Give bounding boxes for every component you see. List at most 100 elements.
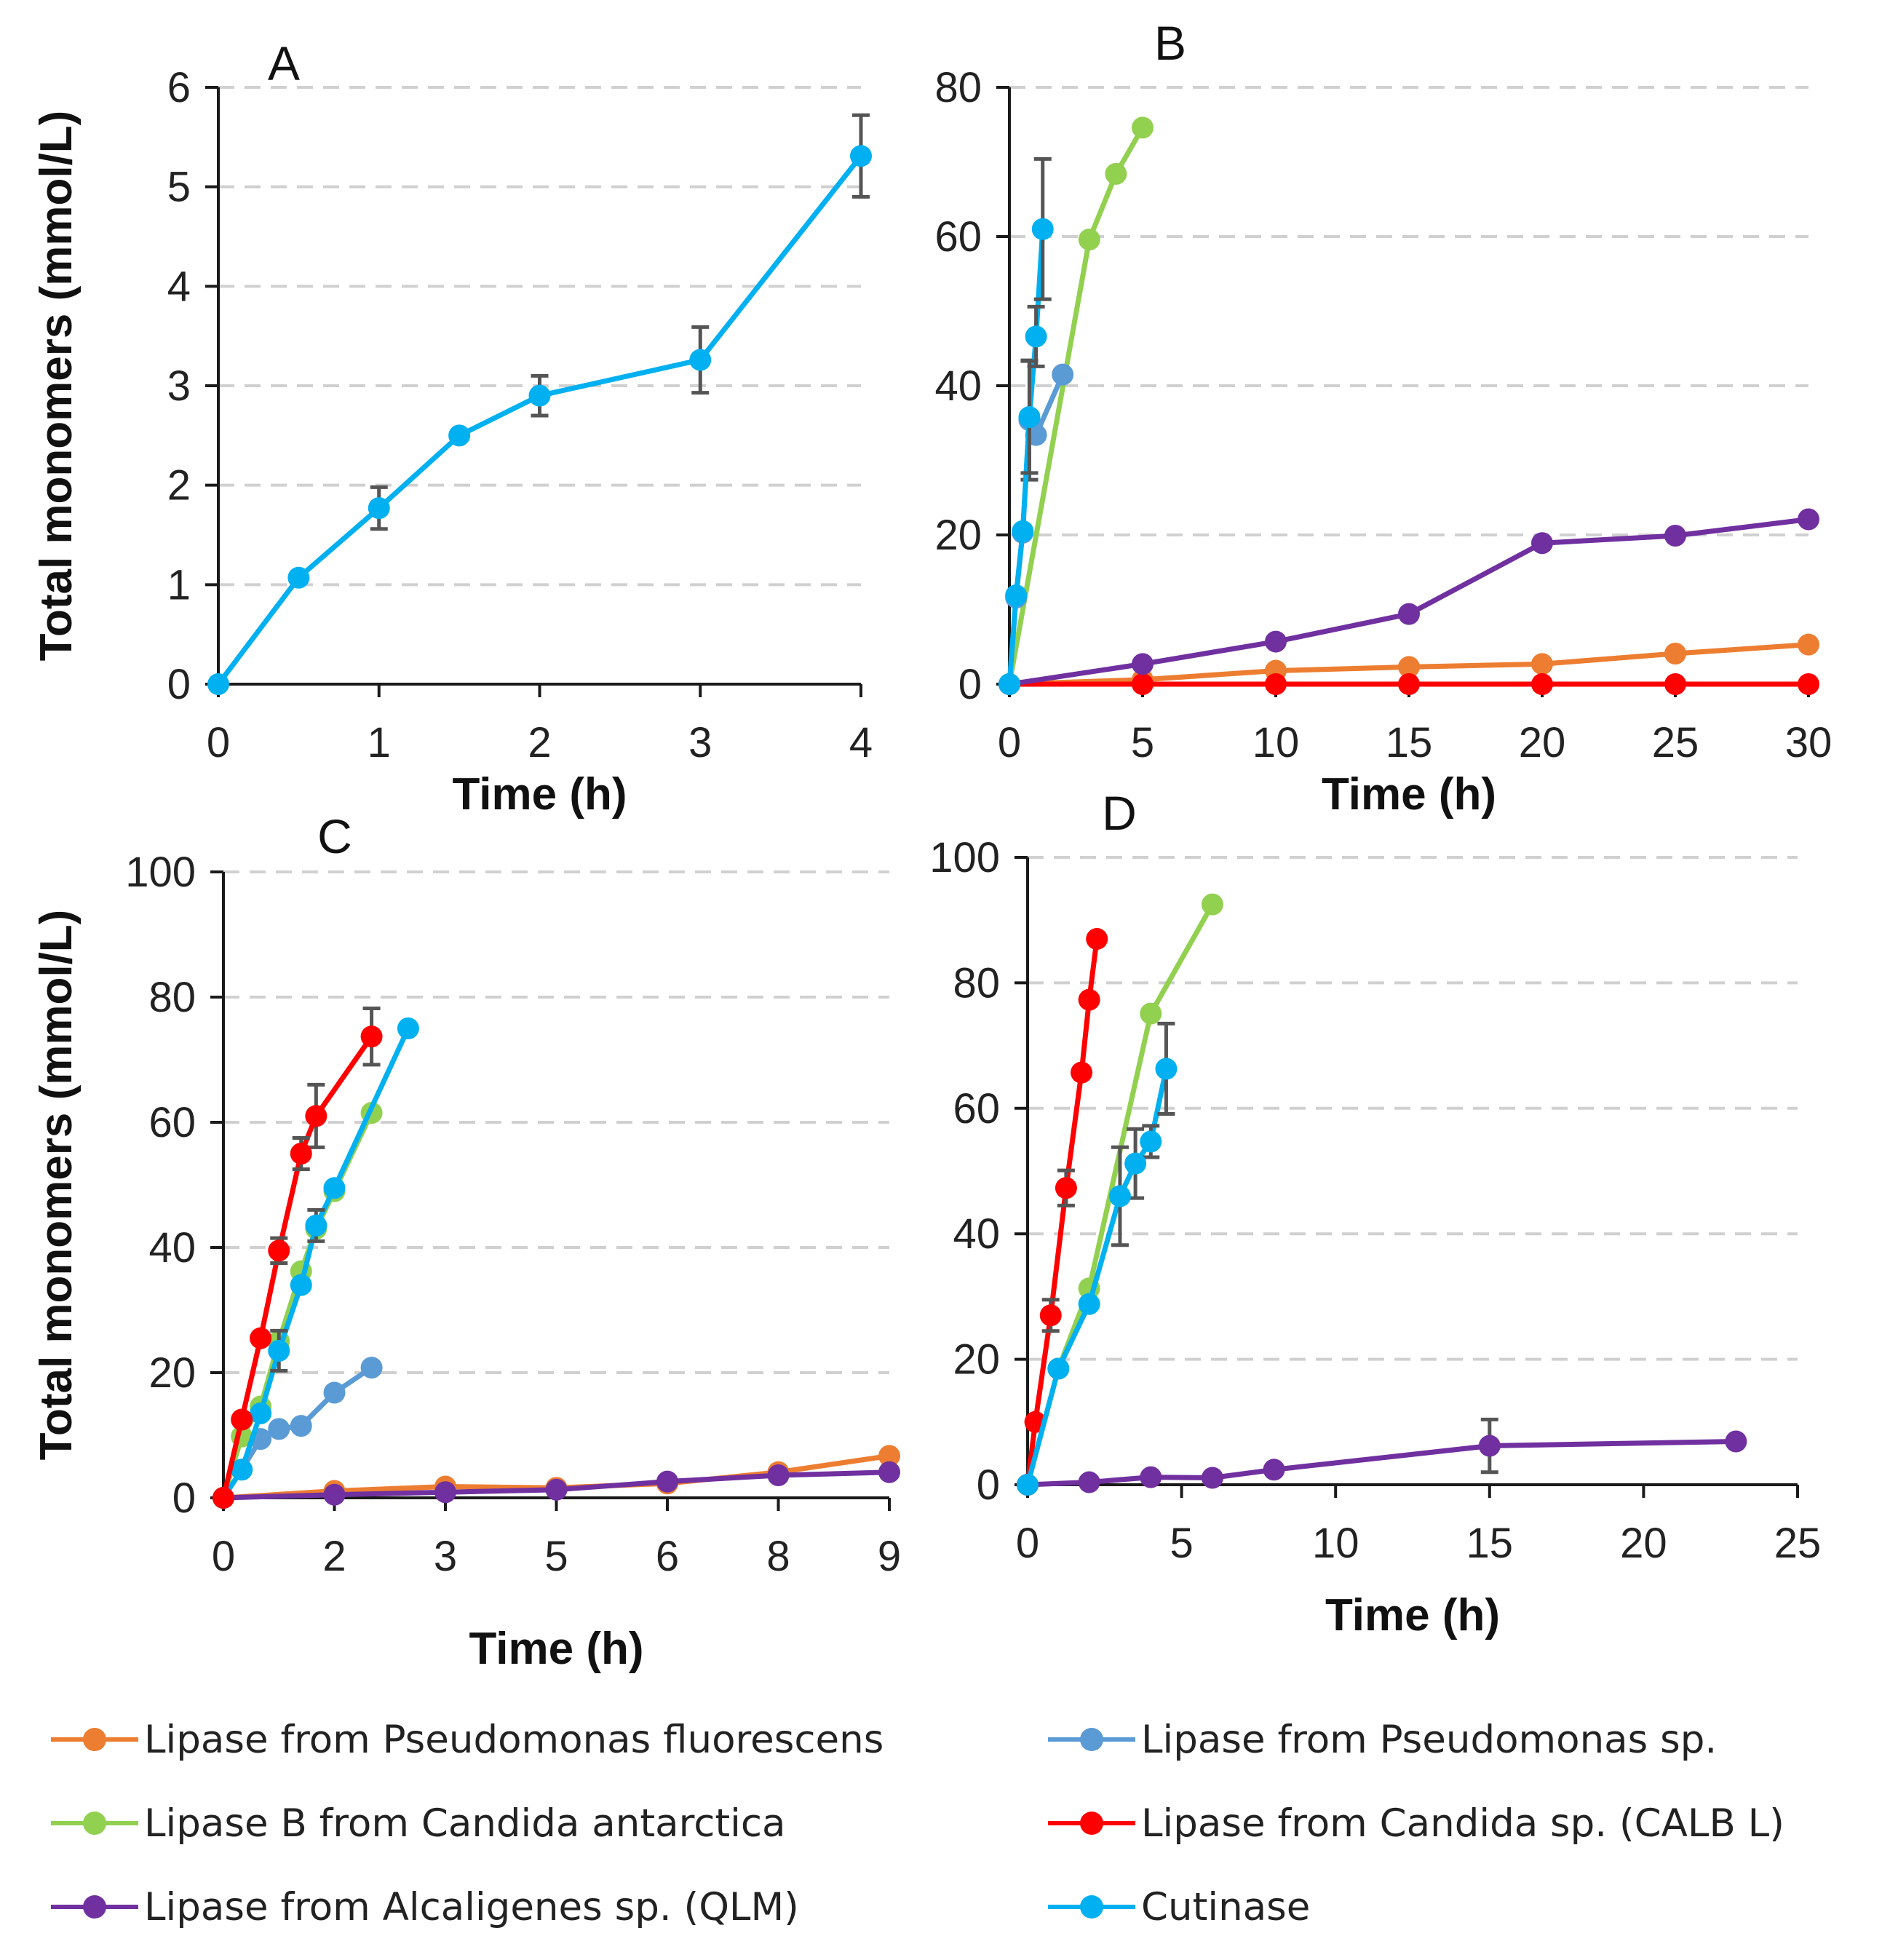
legend-label: Lipase from Alcaligenes sp. (QLM)	[144, 1884, 799, 1929]
legend-item-calb-l: Lipase from Candida sp. (CALB L)	[1048, 1787, 1784, 1860]
series-lipase-from-candida-sp-calb-l	[998, 673, 1819, 695]
data-point	[878, 1445, 900, 1467]
legend-label: Lipase from Pseudomonas fluorescens	[144, 1717, 884, 1762]
legend-swatch	[51, 1801, 138, 1845]
data-point	[1664, 673, 1686, 695]
y-tick-label: 5	[167, 164, 191, 211]
data-point	[1078, 1471, 1100, 1493]
legend-item-cutinase: Cutinase	[1048, 1870, 1310, 1943]
y-tick-label: 6	[167, 64, 191, 111]
data-point	[1105, 162, 1127, 185]
legend-swatch	[1048, 1718, 1135, 1761]
x-tick-label: 10	[1252, 719, 1300, 766]
y-tick-label: 100	[929, 834, 1000, 881]
data-point	[268, 1418, 290, 1440]
x-axis-title: Time (h)	[453, 769, 627, 820]
y-tick-label: 40	[934, 362, 982, 410]
data-point	[305, 1105, 327, 1127]
x-tick-label: 2	[322, 1533, 346, 1580]
y-tick-label: 60	[953, 1085, 1000, 1132]
legend-item-pseudomonas-fluorescens: Lipase from Pseudomonas fluorescens	[51, 1703, 884, 1776]
x-axis-title: Time (h)	[1322, 769, 1496, 820]
data-point	[878, 1461, 900, 1483]
data-point	[448, 424, 471, 447]
series-line	[1006, 229, 1046, 685]
data-point	[1798, 673, 1819, 695]
data-point	[1018, 406, 1041, 429]
legend-item-pseudomonas-sp: Lipase from Pseudomonas sp.	[1048, 1703, 1717, 1776]
data-point	[360, 1025, 383, 1048]
data-point	[1078, 229, 1100, 251]
y-tick-label: 80	[953, 959, 1000, 1007]
data-point	[528, 384, 551, 407]
data-point	[689, 349, 712, 371]
data-point	[1039, 1304, 1062, 1327]
data-point	[1664, 642, 1686, 664]
series-line	[216, 154, 863, 686]
series-cutinase	[1017, 1021, 1178, 1496]
y-tick-label: 80	[934, 64, 982, 111]
y-axis-title: Total monomers (mmol/L)	[31, 111, 82, 662]
x-axis-title: Time (h)	[469, 1624, 644, 1674]
series-lipase-from-alcaligenes-sp-qlm	[1017, 1417, 1747, 1496]
x-tick-label: 3	[434, 1533, 457, 1580]
legend: Lipase from Pseudomonas fluorescens Lipa…	[51, 1703, 1885, 1951]
data-point	[1132, 653, 1154, 675]
y-axis-title: Total monomers (mmol/L)	[31, 910, 82, 1461]
data-point	[1664, 525, 1686, 547]
x-tick-label: 15	[1466, 1520, 1514, 1567]
data-point	[323, 1483, 346, 1506]
data-point	[1201, 1467, 1223, 1489]
y-tick-label: 0	[977, 1461, 1000, 1509]
x-axis-title: Time (h)	[1325, 1590, 1500, 1640]
data-point	[1798, 508, 1819, 531]
x-tick-label: 3	[688, 719, 712, 766]
data-point	[207, 673, 229, 695]
y-tick-label: 100	[125, 849, 196, 896]
data-point	[1140, 1002, 1162, 1025]
data-point	[545, 1478, 568, 1501]
y-tick-label: 1	[167, 561, 191, 608]
data-point	[1132, 116, 1154, 139]
x-tick-label: 5	[544, 1533, 568, 1580]
data-point	[1031, 218, 1054, 240]
data-point	[290, 1415, 312, 1437]
legend-swatch	[1048, 1801, 1135, 1845]
legend-swatch	[51, 1885, 138, 1929]
data-point	[1265, 630, 1287, 653]
x-tick-label: 25	[1652, 719, 1699, 766]
data-point	[305, 1214, 327, 1237]
legend-swatch	[51, 1718, 138, 1761]
chart-panel-c: 0 20 40 60 80 100 0 2 3 5 6 8 9 Time (h) Total monomer…	[31, 809, 901, 1674]
legend-label: Cutinase	[1141, 1884, 1311, 1929]
legend-label: Lipase from Candida sp. (CALB L)	[1141, 1801, 1784, 1846]
data-point	[1398, 673, 1420, 695]
y-tick-label: 0	[167, 661, 191, 708]
data-point	[1055, 1177, 1077, 1199]
data-point	[1012, 520, 1034, 542]
data-point	[1155, 1058, 1178, 1080]
x-tick-label: 15	[1386, 719, 1433, 766]
chart-panel-a: 0 1 2 3 4 5 6 0 1 2 3 4 Time (h) Total monomers (mmol…	[31, 36, 873, 820]
y-tick-label: 80	[148, 974, 196, 1021]
data-point	[1005, 584, 1028, 607]
data-point	[1531, 532, 1553, 555]
series-lipase-from-alcaligenes-sp-qlm	[998, 508, 1819, 695]
series-line	[1027, 1439, 1736, 1488]
series-line	[1025, 1068, 1169, 1485]
data-point	[290, 1274, 312, 1296]
x-tick-label: 20	[1620, 1520, 1667, 1567]
data-point	[850, 145, 872, 167]
legend-label: Lipase from Pseudomonas sp.	[1141, 1717, 1718, 1762]
data-point	[231, 1408, 253, 1431]
panel-label: C	[317, 809, 352, 863]
data-point	[397, 1017, 419, 1039]
data-point	[268, 1239, 290, 1262]
chart-panel-d: 0 20 40 60 80 100 0 5 10 15 20 25 Time (h) D	[929, 786, 1821, 1640]
data-point	[1052, 363, 1074, 386]
data-point	[368, 497, 390, 520]
data-point	[1086, 928, 1108, 951]
data-point	[1140, 1130, 1162, 1153]
legend-label: Lipase B from Candida antarctica	[144, 1801, 786, 1846]
data-point	[1108, 1185, 1131, 1207]
